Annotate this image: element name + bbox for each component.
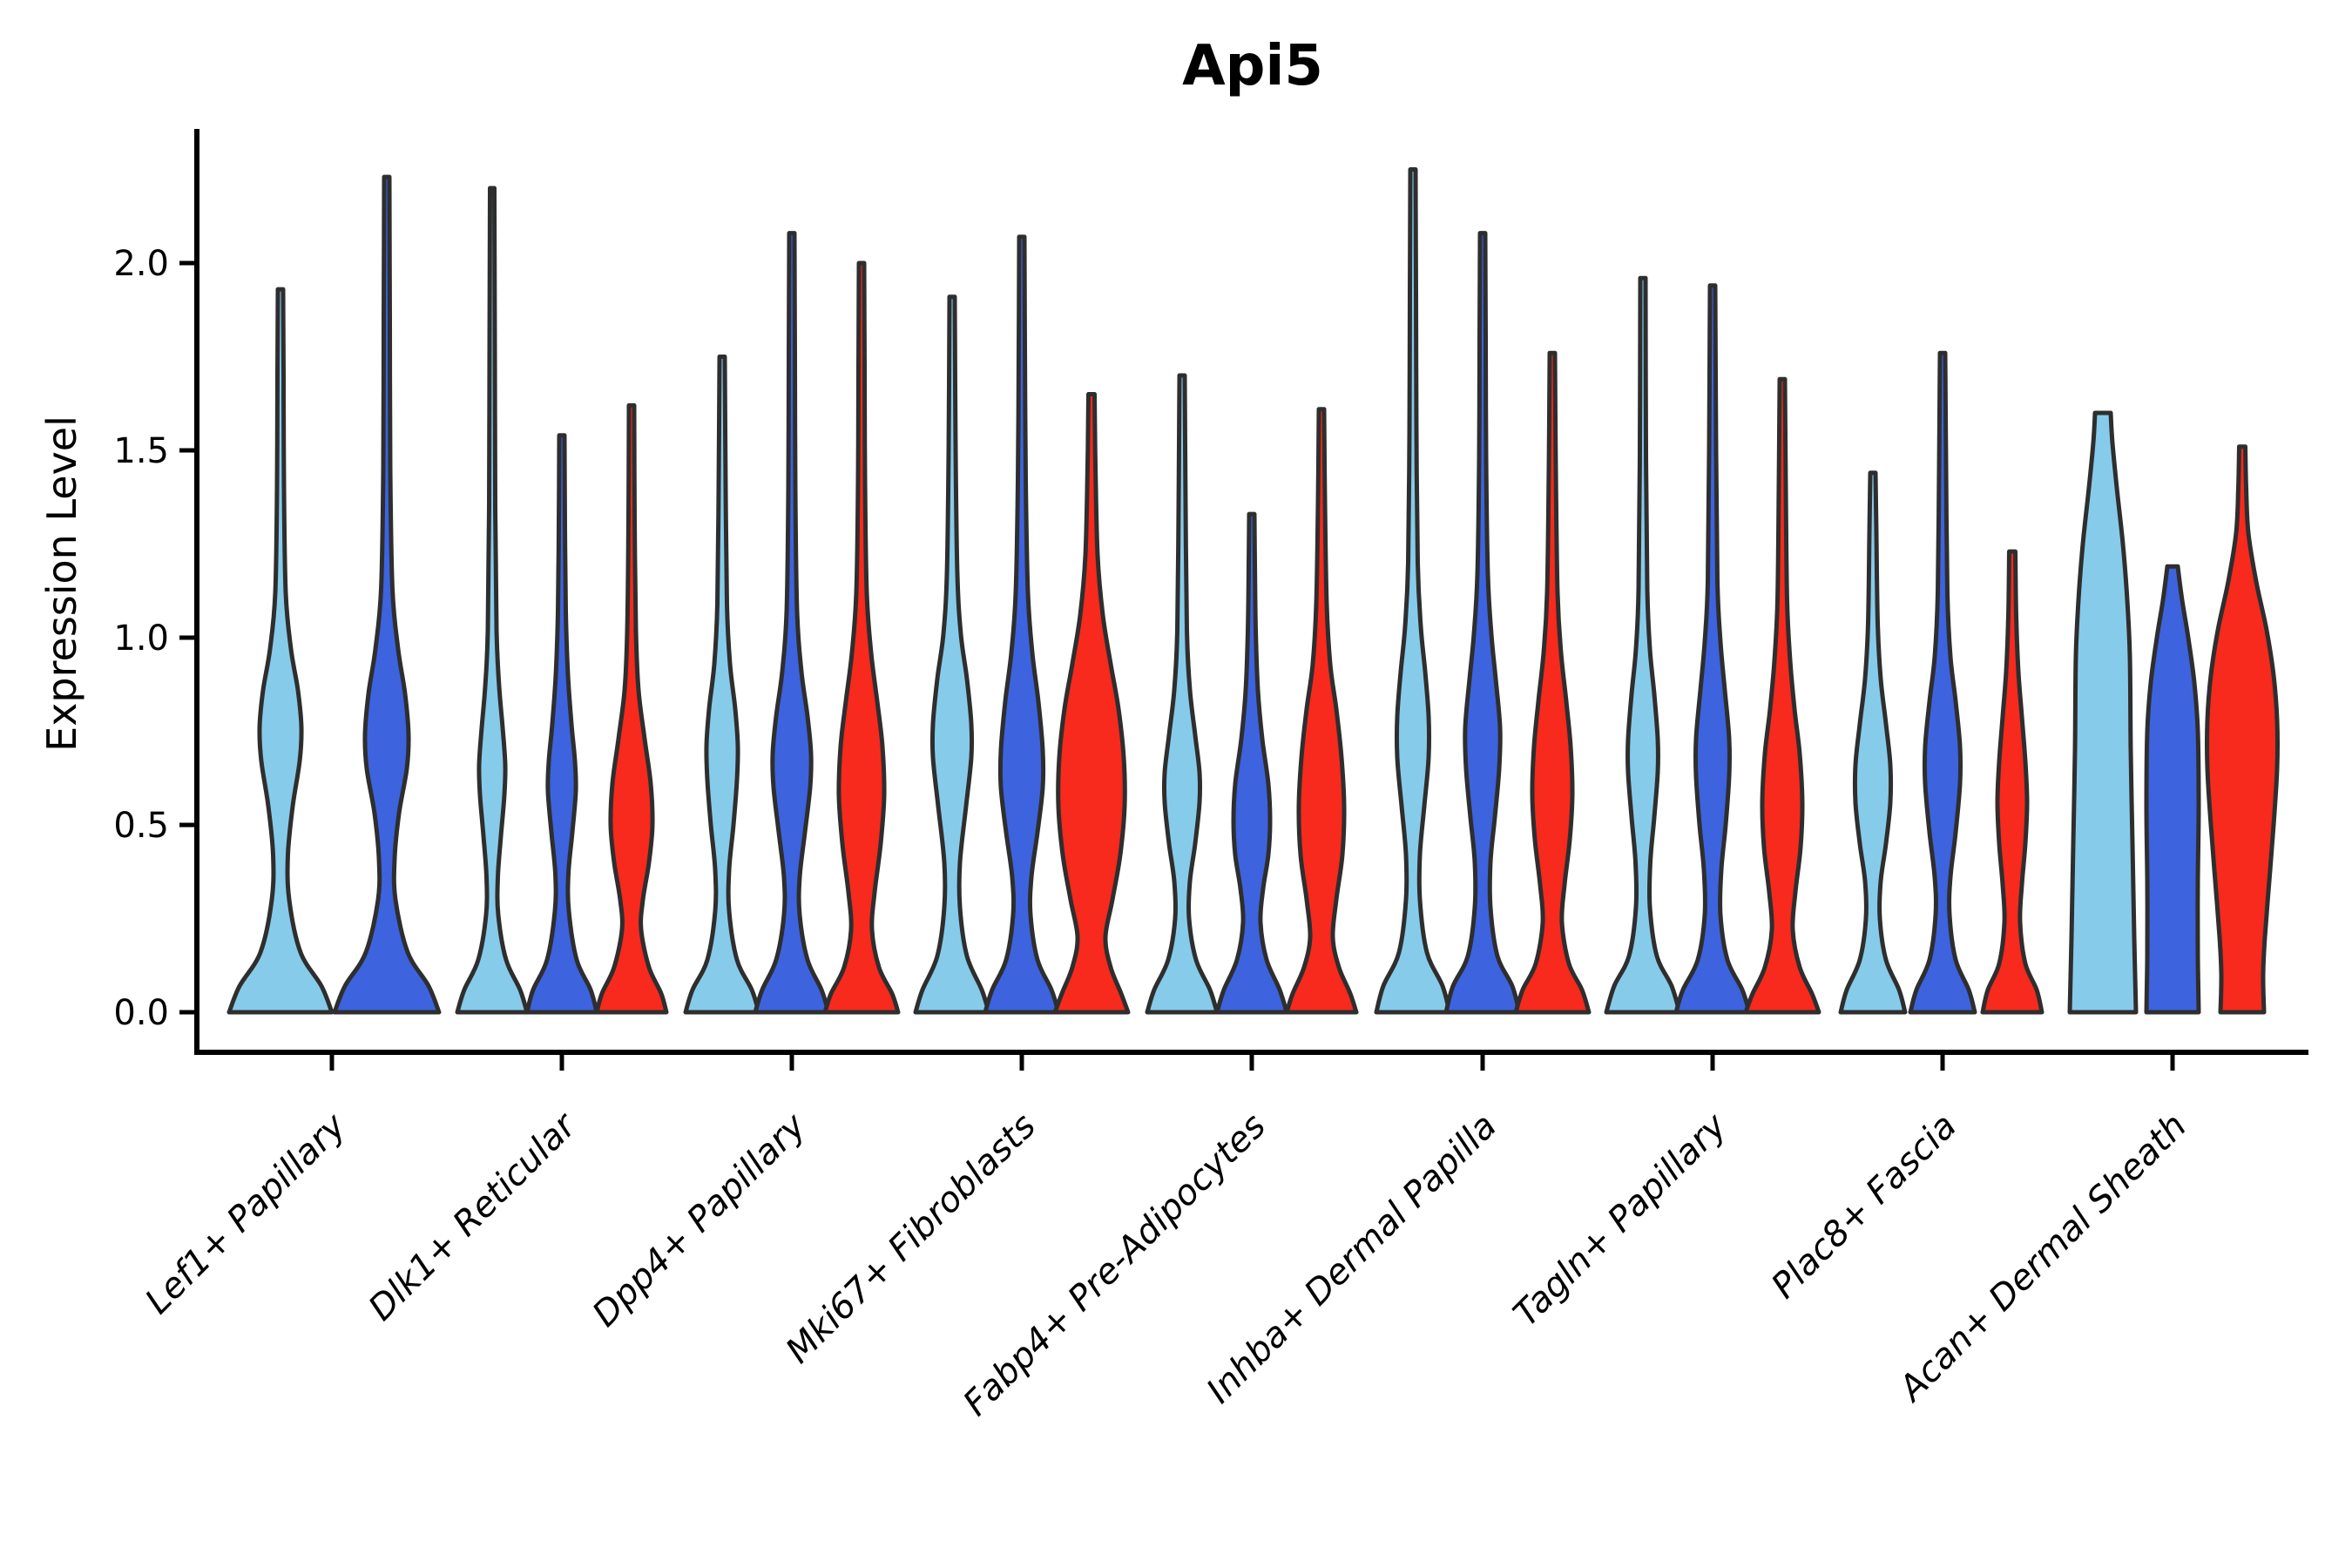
category-label: Plac8+ Fascia — [1764, 1106, 1964, 1307]
violin-tagln-blue — [1673, 283, 1752, 1015]
violin-fabp4-light_blue — [1145, 373, 1220, 1015]
violin-dpp4-light_blue — [683, 355, 761, 1015]
violin-inhba-red — [1513, 350, 1592, 1015]
category-label: Dlk1+ Reticular — [362, 1105, 585, 1328]
violin-plac8-light_blue — [1838, 470, 1908, 1015]
violin-mki67-blue — [983, 234, 1061, 1015]
violin-acan-red — [2204, 444, 2281, 1015]
violin-acan-blue — [2144, 564, 2201, 1015]
violin-dlk1-red — [594, 402, 669, 1015]
violin-fabp4-red — [1284, 407, 1359, 1015]
violin-lef1-light_blue — [226, 287, 335, 1015]
violin-plac8-red — [1980, 549, 2044, 1015]
y-tick-label: 1.5 — [113, 431, 169, 471]
violin-fabp4-blue — [1214, 511, 1289, 1015]
violin-inhba-light_blue — [1374, 167, 1452, 1015]
violin-dpp4-blue — [753, 231, 831, 1015]
category-label: Mki67+ Fibroblasts — [778, 1106, 1044, 1372]
y-axis-label: Expression Level — [38, 416, 85, 752]
violin-plac8-blue — [1908, 350, 1977, 1015]
y-tick-label: 1.0 — [113, 618, 169, 659]
category-label: Tagln+ Papillary — [1506, 1105, 1735, 1335]
violin-acan-light_blue — [2067, 410, 2139, 1015]
violin-mki67-red — [1052, 392, 1131, 1015]
violin-dlk1-light_blue — [455, 186, 530, 1015]
violin-dlk1-blue — [524, 433, 599, 1015]
violin-inhba-blue — [1443, 231, 1522, 1015]
chart-title: Api5 — [1182, 34, 1323, 98]
y-tick-label: 2.0 — [113, 244, 169, 284]
category-label: Lef1+ Papillary — [138, 1105, 355, 1322]
y-tick-label: 0.0 — [113, 993, 169, 1033]
violin-mki67-light_blue — [913, 294, 991, 1015]
violin-dpp4-red — [822, 260, 901, 1015]
y-tick-label: 0.5 — [113, 806, 169, 846]
category-label: Dpp4+ Papillary — [585, 1105, 814, 1335]
violin-tagln-red — [1743, 376, 1821, 1015]
violin-lef1-blue — [332, 174, 442, 1015]
violin-tagln-light_blue — [1604, 275, 1682, 1015]
